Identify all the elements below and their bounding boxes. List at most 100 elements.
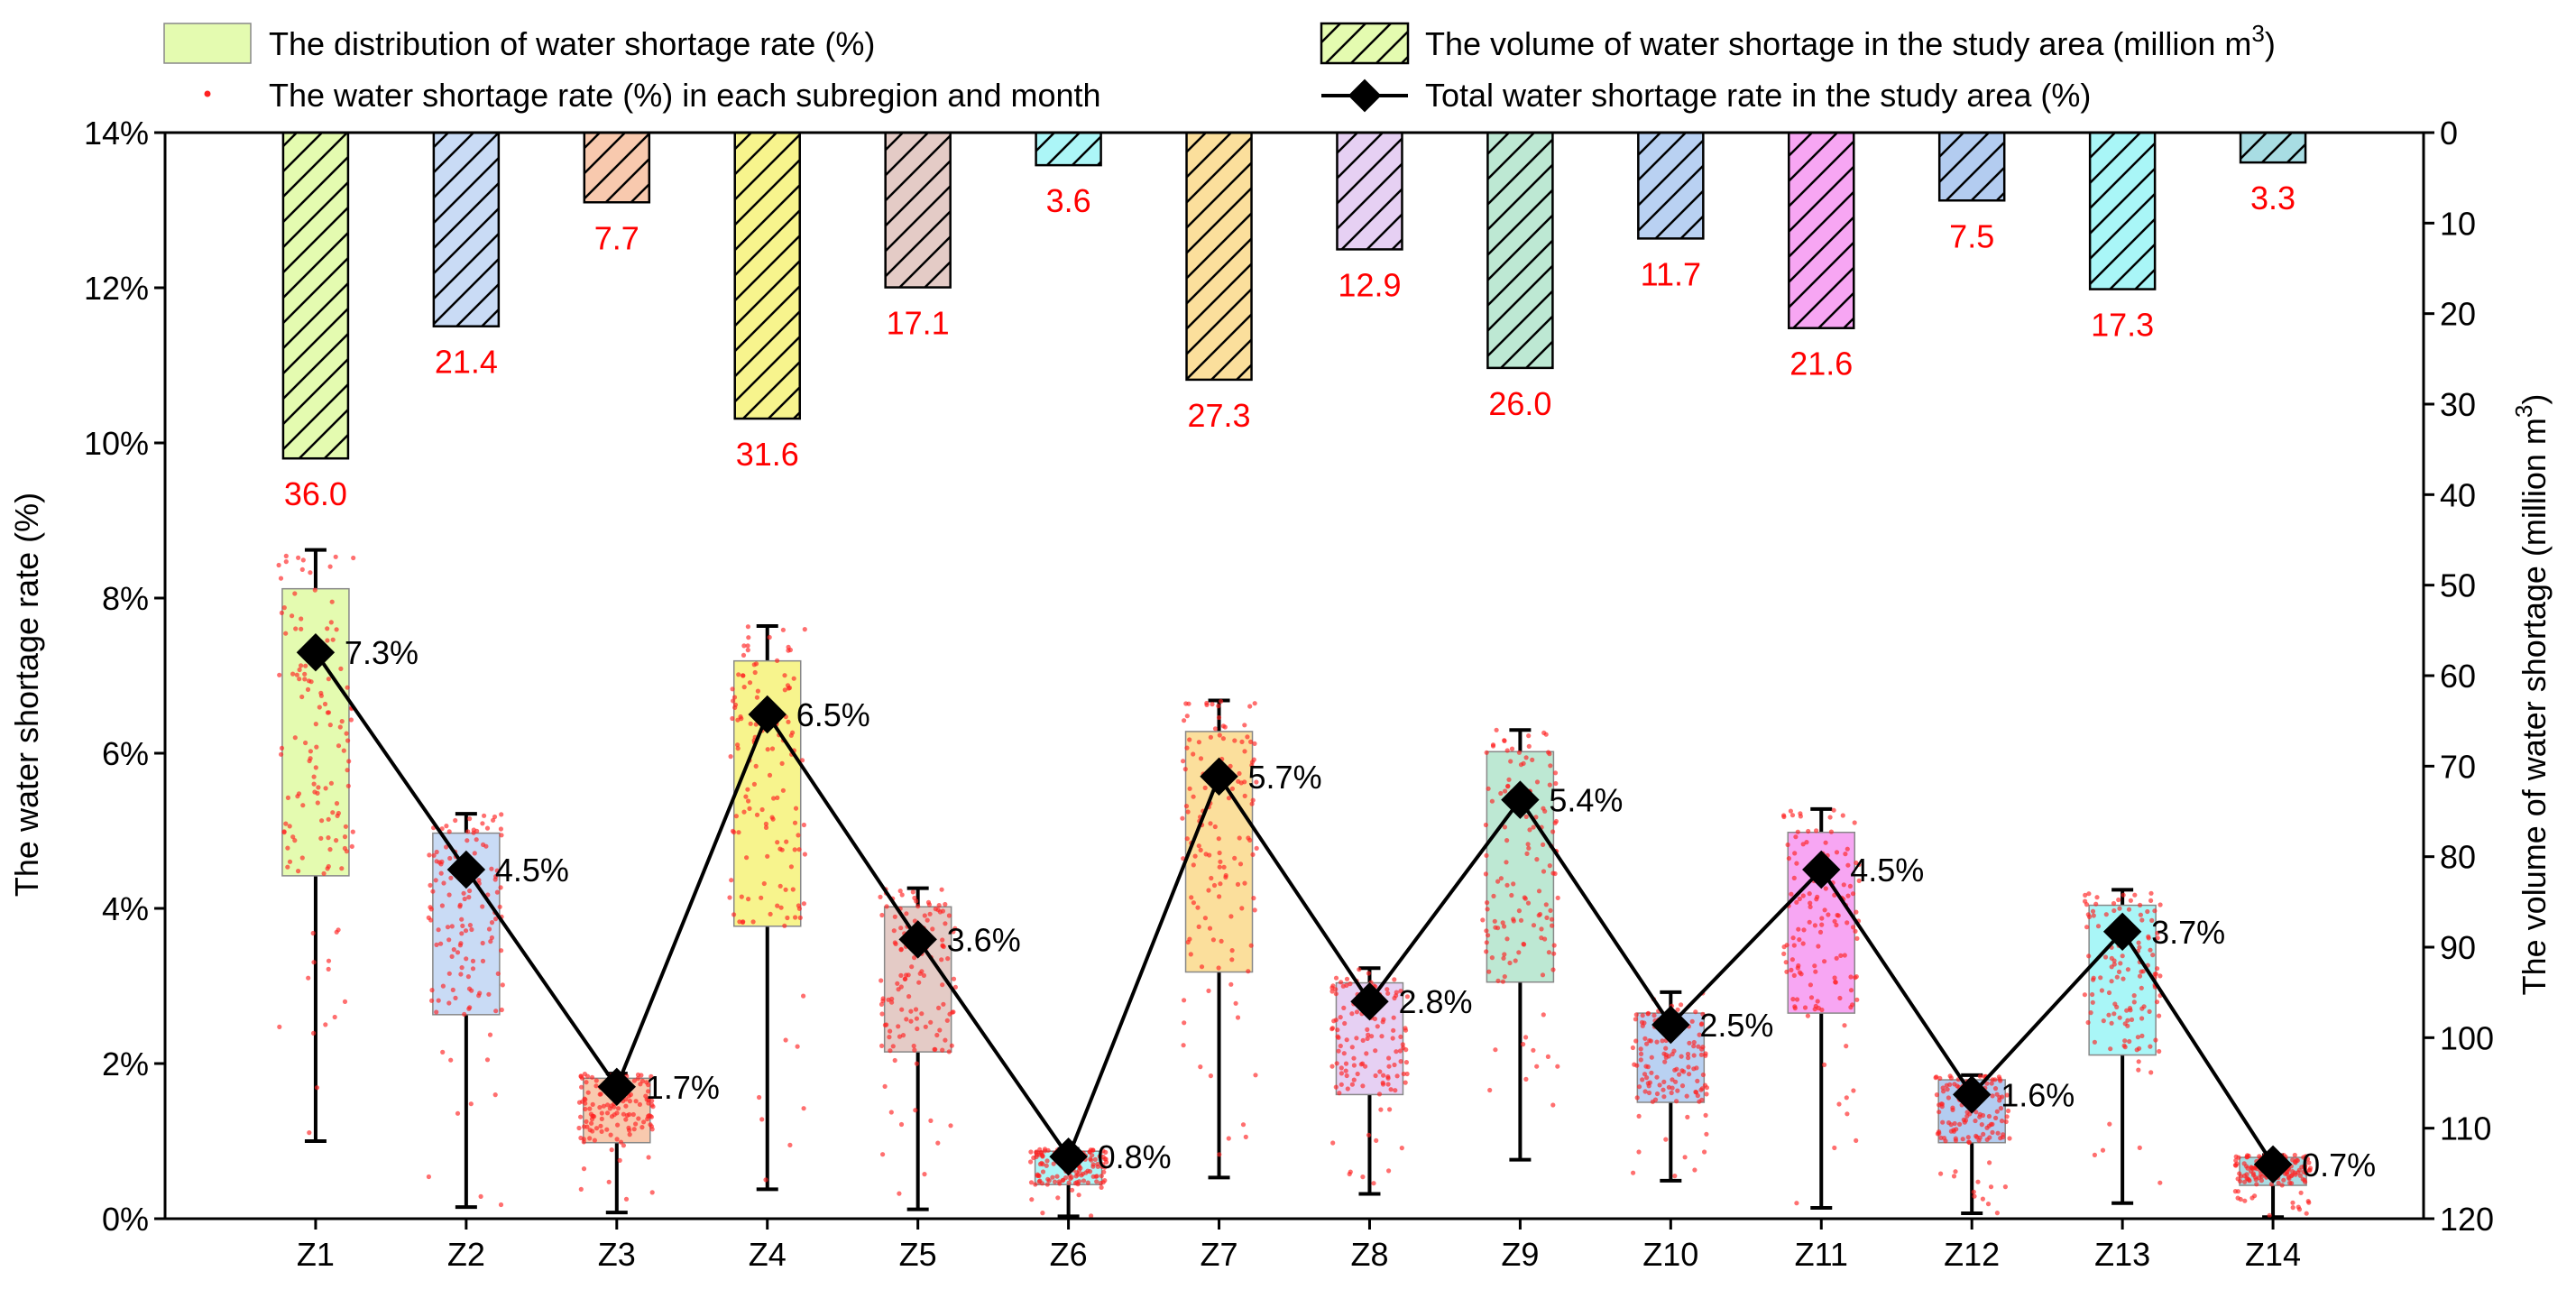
scatter-point [330, 637, 336, 642]
scatter-point [728, 754, 733, 760]
scatter-point [1500, 979, 1505, 984]
scatter-point [336, 810, 341, 816]
scatter-point [1099, 1174, 1104, 1179]
scatter-point [1695, 1093, 1700, 1099]
scatter-point [434, 849, 439, 855]
scatter-point [1781, 951, 1787, 956]
scatter-point [326, 958, 332, 963]
scatter-point [329, 599, 335, 604]
scatter-point [1691, 1053, 1697, 1058]
scatter-point [895, 981, 900, 986]
scatter-point [1252, 907, 1257, 913]
scatter-point [292, 735, 298, 741]
scatter-point [2108, 1046, 2113, 1052]
scatter-point [2137, 1145, 2142, 1150]
scatter-point [1789, 967, 1794, 972]
scatter-point [2092, 1039, 2097, 1045]
scatter-point [761, 880, 767, 887]
scatter-point [736, 672, 741, 677]
scatter-point [1784, 943, 1789, 948]
scatter-point [453, 817, 458, 824]
scatter-point [1085, 1180, 1090, 1185]
scatter-point [460, 923, 465, 928]
scatter-point [1785, 842, 1790, 848]
scatter-point [645, 1116, 650, 1122]
scatter-point [886, 997, 891, 1002]
y-right-tick-label: 90 [2440, 929, 2476, 966]
scatter-point [1484, 940, 1489, 945]
scatter-point [1185, 809, 1191, 815]
scatter-point [780, 627, 787, 632]
scatter-point [459, 965, 465, 971]
scatter-point [1339, 980, 1344, 985]
scatter-point [1054, 1174, 1060, 1179]
scatter-point [626, 1125, 631, 1130]
scatter-point [1546, 950, 1551, 955]
scatter-point [299, 566, 305, 573]
scatter-point [913, 1108, 918, 1113]
scatter-point [1674, 1099, 1679, 1104]
scatter-point [1211, 882, 1218, 889]
legend-scatter-label: The water shortage rate (%) in each subr… [269, 77, 1101, 114]
scatter-point [2286, 1174, 2291, 1180]
scatter-point [492, 877, 498, 882]
scatter-point [1643, 1064, 1649, 1069]
scatter-point [581, 1166, 587, 1172]
scatter-point [1516, 750, 1522, 755]
scatter-point [1385, 1074, 1391, 1080]
scatter-point [428, 882, 433, 889]
scatter-point [1686, 1055, 1691, 1061]
scatter-point [2086, 891, 2092, 897]
scatter-point [1483, 871, 1488, 877]
x-tick-label-Z11: Z11 [1795, 1236, 1848, 1273]
scatter-point [342, 999, 348, 1004]
scatter-point [1365, 1036, 1370, 1041]
scatter-point [1966, 1139, 1972, 1145]
scatter-point [346, 759, 352, 764]
scatter-point [308, 749, 313, 754]
scatter-point [896, 987, 901, 992]
scatter-point [1044, 1158, 1050, 1164]
scatter-point [1484, 750, 1489, 755]
scatter-point [939, 887, 944, 892]
y-right-tick-label: 0 [2440, 115, 2458, 152]
scatter-point [589, 1074, 595, 1080]
scatter-point [746, 897, 751, 902]
scatter-point [916, 980, 922, 985]
scatter-point [1854, 997, 1860, 1002]
scatter-point [1223, 872, 1228, 879]
scatter-point [627, 1111, 632, 1118]
scatter-point [732, 705, 738, 711]
scatter-point [1074, 1180, 1080, 1185]
scatter-point [1502, 738, 1507, 743]
scatter-point [787, 1142, 793, 1147]
scatter-point [1216, 714, 1222, 721]
scatter-point [1393, 1088, 1398, 1093]
total-rate-marker-Z7 [1200, 757, 1238, 797]
scatter-point [1939, 1104, 1945, 1110]
scatter-point [1630, 1045, 1635, 1051]
volume-label-Z7: 27.3 [1187, 397, 1250, 434]
scatter-point [940, 937, 945, 943]
scatter-point [1531, 923, 1537, 928]
scatter-point [1945, 1087, 1950, 1092]
scatter-point [1182, 718, 1187, 723]
scatter-point [1239, 739, 1245, 745]
scatter-point [1985, 1202, 1992, 1207]
scatter-point [1210, 937, 1216, 943]
scatter-point [1100, 1162, 1106, 1167]
scatter-point [741, 685, 747, 690]
scatter-point [775, 795, 780, 801]
scatter-point [1551, 943, 1557, 948]
volume-label-Z14: 3.3 [2250, 180, 2295, 216]
scatter-point [1246, 835, 1251, 841]
scatter-point [630, 1111, 636, 1118]
scatter-point [2099, 988, 2104, 993]
scatter-point [1700, 1011, 1706, 1017]
scatter-point [455, 950, 461, 955]
scatter-point [2149, 917, 2155, 924]
scatter-point [2147, 1009, 2152, 1014]
scatter-point [348, 717, 354, 723]
scatter-point [1689, 1018, 1695, 1024]
scatter-point [1403, 1047, 1409, 1053]
